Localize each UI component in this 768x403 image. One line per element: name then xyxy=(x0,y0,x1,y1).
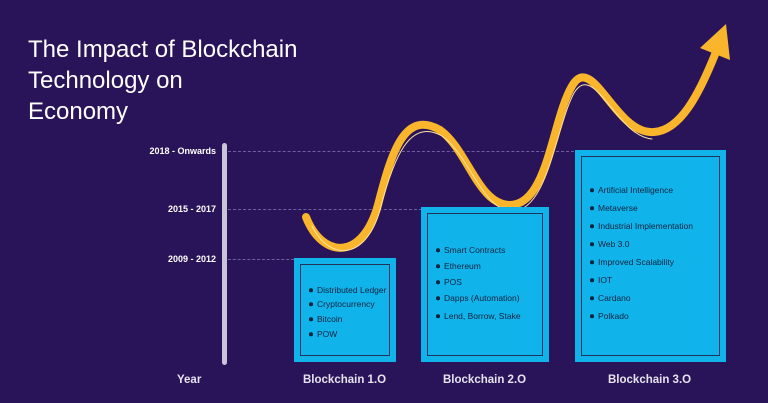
axis-label-year: Year xyxy=(177,374,202,386)
period-label-2015: 2015 - 2017 xyxy=(167,204,216,214)
stage-box-2: Smart Contracts Ethereum POS Dapps (Auto… xyxy=(421,207,549,362)
title-line-3: Economy xyxy=(28,98,129,125)
list-item: Lend, Borrow, Stake xyxy=(436,311,521,321)
growth-curve xyxy=(302,48,720,252)
list-item: Web 3.0 xyxy=(590,239,693,249)
guide-line-2015 xyxy=(228,209,422,210)
period-label-2018: 2018 - Onwards xyxy=(149,146,216,156)
list-item: Metaverse xyxy=(590,203,693,213)
title-line-2: Technology on xyxy=(28,67,183,94)
growth-curve-highlight xyxy=(311,84,653,251)
guide-line-2009 xyxy=(228,259,294,260)
stage-box-1: Distributed Ledger Cryptocurrency Bitcoi… xyxy=(294,258,396,362)
stage-label-2: Blockchain 2.O xyxy=(443,374,527,386)
list-item: Cardano xyxy=(590,293,693,303)
list-item: IOT xyxy=(590,275,693,285)
arrow-head-icon xyxy=(700,24,730,60)
list-item: POW xyxy=(309,329,386,339)
stage-label-3: Blockchain 3.O xyxy=(608,374,692,386)
list-item: Bitcoin xyxy=(309,314,386,324)
timeline-axis xyxy=(222,143,227,365)
stage-label-1: Blockchain 1.O xyxy=(303,374,387,386)
page-title: The Impact of Blockchain Technology on E… xyxy=(28,34,368,127)
list-item: POS xyxy=(436,277,521,287)
stage-box-3: Artificial Intelligence Metaverse Indust… xyxy=(575,150,726,362)
list-item: Industrial Implementation xyxy=(590,221,693,231)
list-item: Improved Scalability xyxy=(590,257,693,267)
period-label-2009: 2009 - 2012 xyxy=(167,254,216,264)
stage-3-list: Artificial Intelligence Metaverse Indust… xyxy=(590,185,693,321)
list-item: Polkado xyxy=(590,311,693,321)
stage-2-list: Smart Contracts Ethereum POS Dapps (Auto… xyxy=(436,245,521,321)
title-line-1: The Impact of Blockchain xyxy=(28,36,298,63)
stage-1-list: Distributed Ledger Cryptocurrency Bitcoi… xyxy=(309,285,386,339)
list-item: Ethereum xyxy=(436,261,521,271)
list-item: Distributed Ledger xyxy=(309,285,386,295)
list-item: Cryptocurrency xyxy=(309,299,386,309)
list-item: Smart Contracts xyxy=(436,245,521,255)
list-item: Dapps (Automation) xyxy=(436,293,521,303)
list-item: Artificial Intelligence xyxy=(590,185,693,195)
